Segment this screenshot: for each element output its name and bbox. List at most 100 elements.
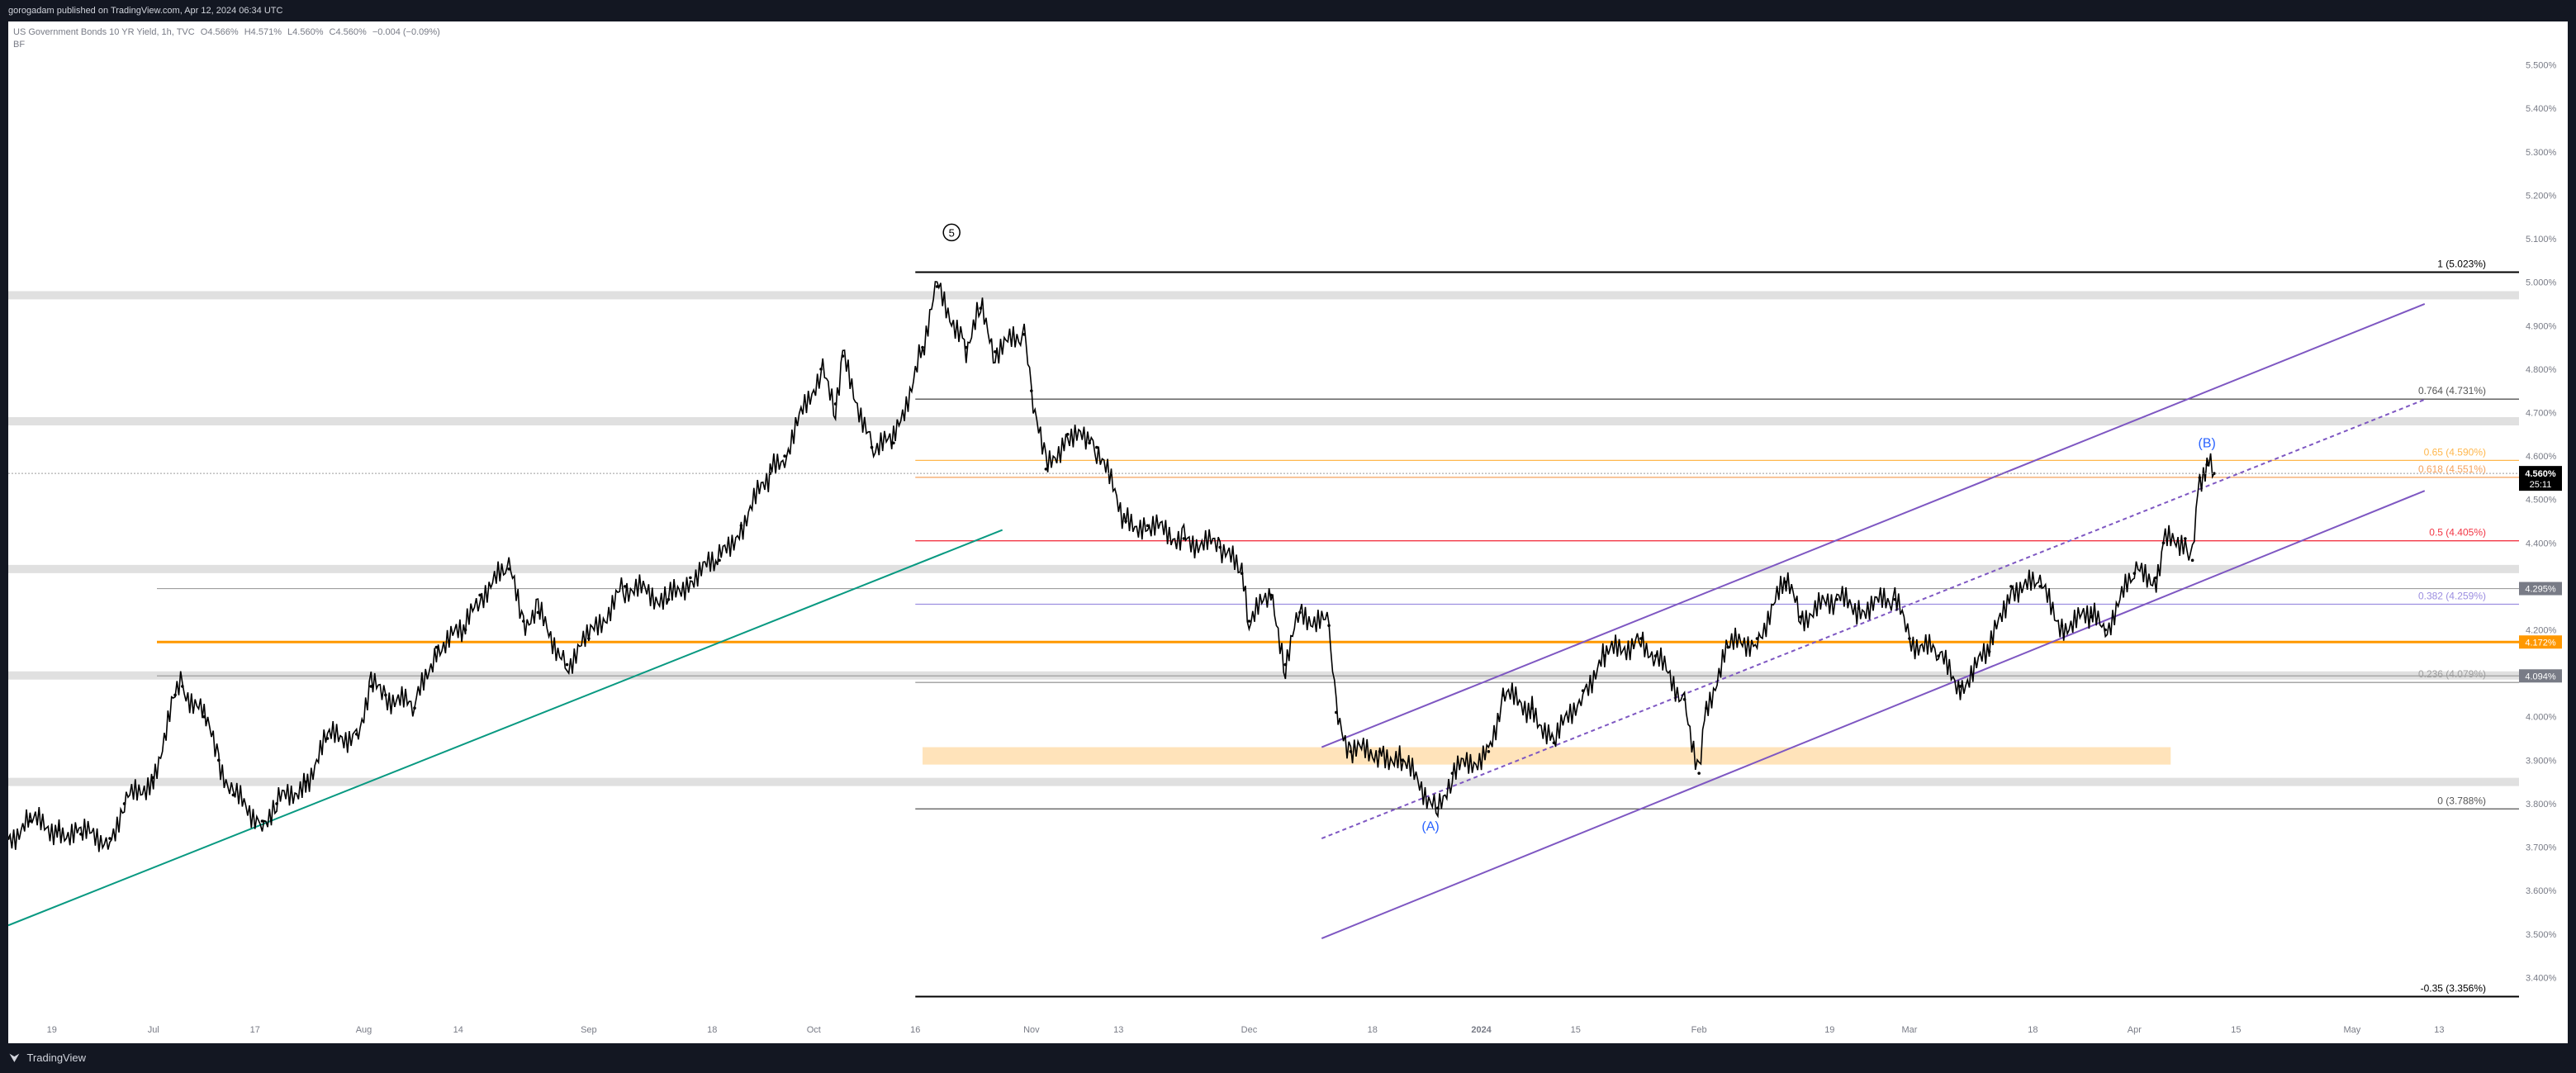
price-point [1893, 597, 1897, 601]
price-point [921, 345, 924, 349]
price-point [1705, 706, 1708, 710]
wave-label-0: 5 [949, 226, 955, 239]
x-tick-label: 14 [453, 1025, 463, 1035]
price-point [202, 715, 206, 719]
price-point [1283, 662, 1288, 667]
price-point [1958, 685, 1962, 688]
chart-legend: US Government Bonds 10 YR Yield, 1h, TVC… [13, 26, 444, 51]
price-point [1603, 654, 1606, 658]
x-tick-label: May [2344, 1025, 2361, 1035]
price-point [384, 693, 387, 697]
price-point [841, 354, 845, 358]
ohlc-close: C4.560% [329, 27, 367, 37]
price-chart[interactable]: 1 (5.023%) 0.764 (4.731%) 0.65 (4.590%) 0.6… [8, 21, 2568, 1043]
price-point [57, 828, 61, 832]
price-point [1450, 772, 1454, 775]
level-badge-text-2: 4.094% [2525, 672, 2556, 681]
price-point [231, 793, 235, 797]
x-tick-label: Feb [1691, 1025, 1707, 1035]
price-point [522, 620, 525, 623]
fib-label-3: 0.618 (4.551%) [2418, 463, 2486, 475]
x-tick-label: 18 [1368, 1025, 1378, 1035]
ohlc-open: O4.566% [200, 27, 239, 37]
price-point [181, 685, 184, 688]
price-point [413, 706, 416, 710]
author-tag: BF [13, 40, 26, 50]
price-point [1682, 697, 1686, 701]
chart-area[interactable]: 1 (5.023%) 0.764 (4.731%) 0.65 (4.590%) 0.6… [8, 21, 2568, 1043]
price-point [1799, 615, 1802, 619]
price-point [1240, 572, 1244, 575]
price-point [478, 593, 482, 597]
current-price-text: 4.560% [2525, 469, 2556, 479]
support-zone-1 [8, 417, 2519, 425]
footer-bar: ⮟ TradingView [0, 1043, 2576, 1073]
fib-label-5: 0.382 (4.259%) [2418, 590, 2486, 601]
price-point [1653, 654, 1658, 658]
price-point [1835, 597, 1838, 601]
price-point [935, 285, 939, 288]
y-tick-label: 4.000% [2526, 713, 2557, 723]
price-point [1908, 637, 1911, 640]
level-badge-text-1: 4.172% [2525, 638, 2556, 648]
level-badge-0 [2519, 582, 2562, 596]
price-point [2190, 558, 2194, 563]
wave-label-1: (A) [1421, 820, 1439, 834]
price-point [1218, 545, 1222, 549]
fib-label-8: -0.35 (3.356%) [2421, 983, 2486, 995]
price-point [260, 819, 264, 823]
level-badge-2 [2519, 669, 2562, 683]
price-point [8, 837, 10, 840]
price-point [2038, 585, 2042, 588]
price-point [1146, 524, 1150, 528]
price-point [1327, 624, 1331, 628]
price-point [1124, 520, 1127, 523]
price-point [1784, 580, 1788, 584]
y-tick-label: 3.900% [2526, 756, 2557, 766]
price-point [108, 837, 111, 840]
price-point [565, 662, 569, 667]
y-tick-label: 4.700% [2526, 408, 2557, 418]
channel-upper-line [1321, 303, 2426, 748]
y-tick-label: 4.400% [2526, 539, 2557, 548]
x-tick-label: Mar [1901, 1025, 1917, 1035]
y-tick-label: 4.200% [2526, 626, 2557, 636]
price-point [624, 585, 627, 588]
price-point [1065, 432, 1070, 436]
x-tick-label: Oct [807, 1025, 821, 1035]
countdown-text: 25:11 [2530, 480, 2552, 490]
price-point [718, 558, 721, 563]
x-tick-label: 13 [2434, 1025, 2444, 1035]
price-change: −0.004 (−0.09%) [372, 27, 440, 37]
price-point [2198, 476, 2202, 480]
y-tick-label: 5.100% [2526, 235, 2557, 245]
price-series-line [8, 281, 2215, 852]
price-point [354, 732, 358, 736]
price-point [1530, 706, 1534, 710]
y-tick-label: 5.400% [2526, 104, 2557, 114]
wave-label-2: (B) [2199, 437, 2216, 451]
price-point [1335, 710, 1338, 715]
price-point [892, 441, 895, 445]
price-point [1349, 750, 1353, 753]
x-tick-label: 13 [1113, 1025, 1123, 1035]
price-point [1269, 593, 1273, 597]
price-point [1501, 693, 1505, 697]
y-tick-label: 3.500% [2526, 930, 2557, 940]
price-point [870, 445, 874, 449]
price-point [1182, 537, 1186, 540]
price-point [1022, 332, 1026, 336]
price-point [964, 345, 968, 349]
price-point [1378, 750, 1382, 753]
price-point [1044, 468, 1048, 471]
price-point [783, 454, 786, 458]
price-point [1581, 689, 1585, 692]
price-point [463, 628, 467, 632]
price-point [1400, 758, 1403, 762]
price-point [2089, 615, 2093, 619]
y-tick-label: 3.600% [2526, 886, 2557, 896]
support-zone-4 [8, 777, 2519, 786]
tradingview-logo-icon: ⮟ [10, 1052, 20, 1064]
price-point [2060, 624, 2064, 628]
x-tick-label: 15 [1571, 1025, 1581, 1035]
